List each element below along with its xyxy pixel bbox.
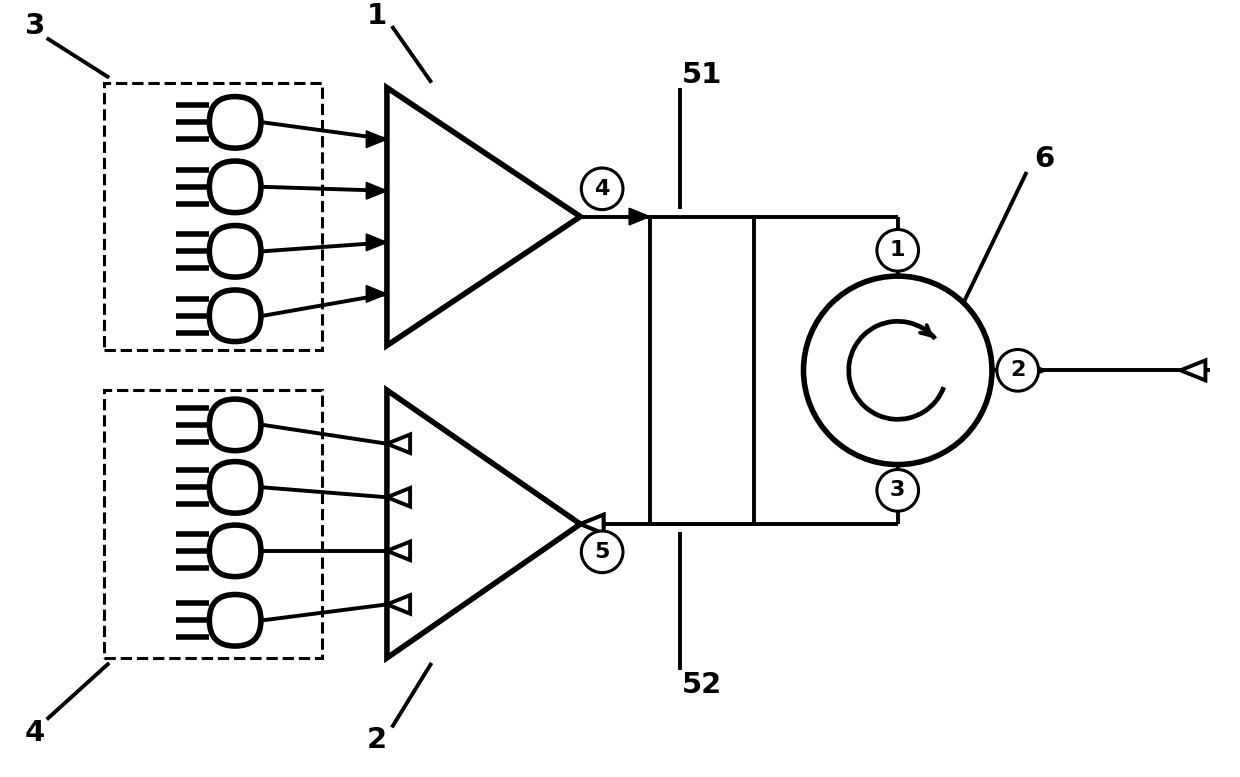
Polygon shape [387,595,410,614]
Text: 3: 3 [890,480,905,500]
Polygon shape [1025,362,1047,378]
Text: 52: 52 [682,671,723,699]
FancyBboxPatch shape [210,525,260,577]
FancyBboxPatch shape [210,462,260,513]
FancyBboxPatch shape [210,225,260,277]
Polygon shape [580,515,604,533]
Circle shape [997,350,1039,391]
Circle shape [582,531,622,573]
Polygon shape [387,434,410,453]
FancyBboxPatch shape [210,161,260,213]
Circle shape [804,276,992,465]
FancyBboxPatch shape [210,399,260,451]
Polygon shape [387,488,410,507]
Circle shape [877,469,919,511]
FancyBboxPatch shape [210,594,260,646]
Text: 51: 51 [682,61,723,89]
Polygon shape [366,131,387,148]
Bar [104,390,322,658]
Text: 2: 2 [1011,361,1025,380]
Text: 4: 4 [25,720,45,747]
Text: 5: 5 [594,542,610,562]
Polygon shape [580,515,604,533]
Circle shape [582,168,622,210]
Text: 2: 2 [367,726,387,754]
Circle shape [877,229,919,271]
Polygon shape [387,542,410,560]
Polygon shape [366,286,387,302]
Text: 3: 3 [25,12,45,40]
Polygon shape [387,390,580,658]
Text: 4: 4 [594,179,610,199]
Polygon shape [387,88,580,346]
Bar [650,217,754,524]
Polygon shape [366,234,387,251]
Text: 6: 6 [1034,145,1055,173]
Text: 1: 1 [890,240,905,260]
FancyBboxPatch shape [210,96,260,148]
Text: 1: 1 [367,2,387,30]
FancyBboxPatch shape [210,290,260,342]
Polygon shape [629,208,650,225]
Polygon shape [366,183,387,199]
Bar [104,82,322,350]
Polygon shape [1180,361,1205,380]
